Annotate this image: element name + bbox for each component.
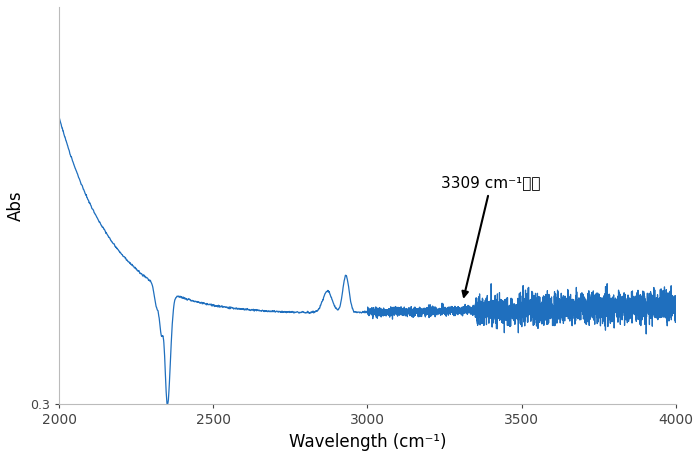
Y-axis label: Abs: Abs: [7, 191, 25, 221]
Text: 3309 cm⁻¹なし: 3309 cm⁻¹なし: [442, 175, 541, 297]
X-axis label: Wavelength (cm⁻¹): Wavelength (cm⁻¹): [288, 433, 446, 451]
